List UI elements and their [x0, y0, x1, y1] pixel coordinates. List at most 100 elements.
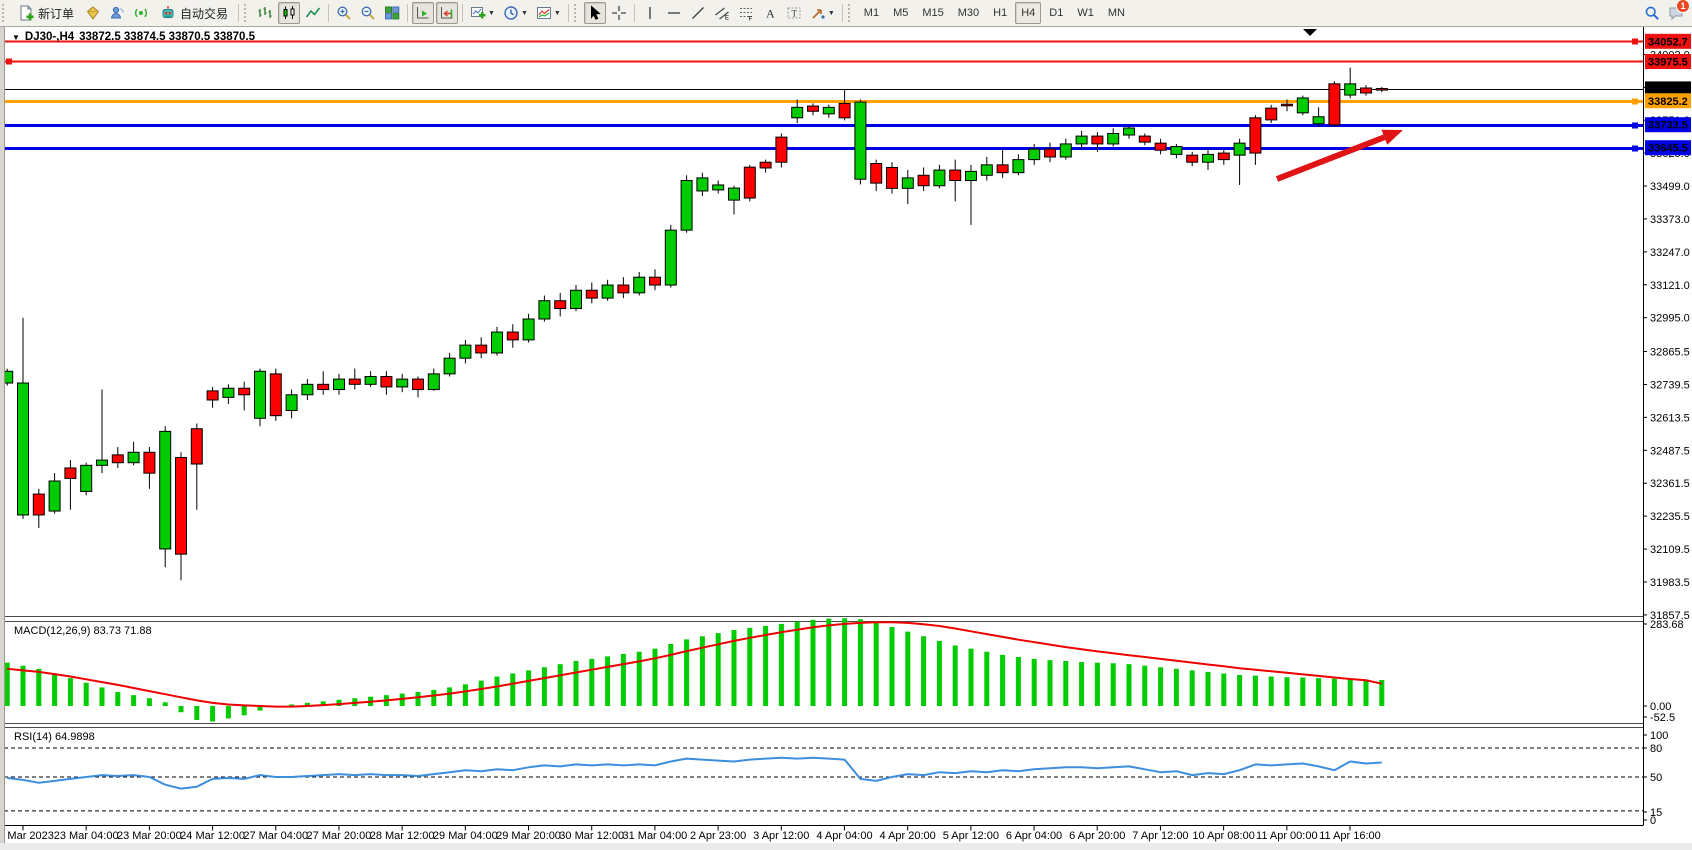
- market-watch-button[interactable]: [106, 2, 128, 24]
- separator: [841, 4, 843, 22]
- candle: [443, 357, 456, 375]
- symbol-dropdown-icon[interactable]: ▼: [12, 32, 20, 42]
- candle: [1296, 97, 1309, 114]
- price-tick-label: 32865.5: [1650, 347, 1690, 359]
- chart-background: [4, 27, 1692, 850]
- autotrading-robot-icon: [162, 6, 174, 18]
- time-label: 11 Apr 16:00: [1319, 830, 1381, 842]
- candle: [664, 229, 677, 286]
- timeframe-M5[interactable]: M5: [893, 7, 909, 19]
- fibonacci-button[interactable]: F: [735, 2, 757, 24]
- arrows-dropdown[interactable]: ▼: [807, 2, 838, 24]
- text-button[interactable]: A: [759, 2, 781, 24]
- timeframe-W1[interactable]: W1: [1077, 7, 1094, 19]
- chart-shift-button[interactable]: [436, 2, 459, 24]
- candle: [712, 184, 725, 191]
- candle: [696, 177, 709, 192]
- timeframe-H1[interactable]: H1: [993, 7, 1008, 19]
- notifications-button[interactable]: 1: [1665, 0, 1690, 24]
- caret-down-icon: ▼: [553, 9, 561, 17]
- candle: [759, 161, 772, 169]
- equidistant-channel-button[interactable]: E: [711, 2, 733, 24]
- tile-windows-button[interactable]: [381, 2, 403, 24]
- timeframe-D1[interactable]: D1: [1049, 7, 1064, 19]
- candle: [64, 467, 77, 479]
- search-button[interactable]: [1641, 2, 1663, 24]
- toolbar-grip: [573, 4, 579, 22]
- price-badge-33975.5: 33975.5: [1645, 53, 1691, 69]
- indicators-icon: [536, 7, 551, 19]
- timeframe-M15[interactable]: M15: [922, 7, 944, 19]
- separator: [462, 4, 464, 22]
- chart-title: ▼ DJ30-,H4 33872.5 33874.5 33870.5 33870…: [12, 31, 255, 43]
- time-label: 4 Apr 20:00: [880, 830, 936, 842]
- svg-text:A: A: [766, 7, 775, 21]
- candle: [364, 375, 377, 385]
- line-handle[interactable]: [1632, 145, 1638, 152]
- trendline-button[interactable]: [687, 2, 709, 24]
- new-chart-dropdown[interactable]: ▼: [467, 2, 498, 24]
- price-badge-bg: [1645, 93, 1691, 109]
- macd-scale-label: 0.00: [1650, 701, 1671, 713]
- candle: [838, 102, 851, 119]
- vertical-line-button[interactable]: [639, 2, 661, 24]
- candle: [1217, 152, 1230, 161]
- line-handle[interactable]: [1632, 98, 1638, 105]
- candle: [791, 106, 804, 119]
- zoom-out-icon: [361, 6, 375, 20]
- rsi-scale-label: 15: [1650, 807, 1662, 819]
- horizontal-line-button[interactable]: [663, 2, 685, 24]
- time-label: 5 Apr 12:00: [943, 830, 999, 842]
- periods-dropdown[interactable]: ▼: [500, 2, 531, 24]
- text-label-button[interactable]: T: [783, 2, 805, 24]
- candle: [1233, 142, 1246, 156]
- price-badge-33733.5: 33733.5: [1645, 117, 1691, 133]
- charts-profile-button[interactable]: [82, 2, 104, 24]
- caret-down-icon: ▼: [488, 9, 495, 17]
- vertical-line-icon: [649, 7, 651, 19]
- crosshair-button[interactable]: [608, 2, 630, 24]
- timeframe-M30[interactable]: M30: [957, 7, 980, 19]
- gem-icon: [86, 6, 100, 20]
- indicators-dropdown[interactable]: ▼: [533, 2, 564, 24]
- line-chart-button[interactable]: [302, 2, 324, 24]
- caret-down-icon: ▼: [827, 9, 835, 17]
- candle: [1249, 117, 1262, 154]
- price-tick-label: 33247.0: [1650, 247, 1690, 259]
- price-badge-bg: [1645, 117, 1691, 133]
- candle: [269, 373, 282, 417]
- separator: [328, 4, 330, 22]
- zoom-out-button[interactable]: [357, 2, 379, 24]
- candle: [1123, 127, 1135, 136]
- new-order-button[interactable]: 新订单: [12, 2, 80, 24]
- line-handle[interactable]: [6, 58, 12, 65]
- ohlc-values: 33872.5 33874.5 33870.5 33870.5: [79, 31, 256, 43]
- time-label: 22 Mar 2023: [0, 830, 54, 842]
- auto-scroll-button[interactable]: [412, 2, 435, 24]
- rsi-scale-label: 80: [1650, 743, 1662, 755]
- bar-chart-button[interactable]: [254, 2, 276, 24]
- autotrading-button[interactable]: 自动交易: [154, 2, 234, 24]
- candle: [1059, 143, 1072, 158]
- trend-arrow-head[interactable]: [1381, 129, 1403, 145]
- candlestick-icon: [283, 6, 295, 19]
- candle: [554, 300, 567, 310]
- candle: [143, 451, 156, 474]
- line-handle[interactable]: [1632, 122, 1638, 129]
- candle: [933, 169, 946, 187]
- price-tick-label: 32995.0: [1650, 313, 1690, 325]
- price-tick-label: 32739.5: [1650, 379, 1690, 391]
- line-handle[interactable]: [1632, 38, 1638, 45]
- timeframe-H4[interactable]: H4: [1015, 2, 1042, 24]
- timeframe-MN[interactable]: MN: [1107, 7, 1125, 19]
- timeframe-M1[interactable]: M1: [863, 7, 880, 19]
- candle: [17, 382, 29, 516]
- signals-button[interactable]: [130, 2, 152, 24]
- zoom-in-button[interactable]: [333, 2, 355, 24]
- level-lines: [4, 38, 1643, 152]
- trend-arrow[interactable]: [1275, 134, 1386, 182]
- cursor-button[interactable]: [583, 2, 606, 24]
- candle: [980, 164, 993, 176]
- candlestick-chart-button[interactable]: [278, 2, 301, 24]
